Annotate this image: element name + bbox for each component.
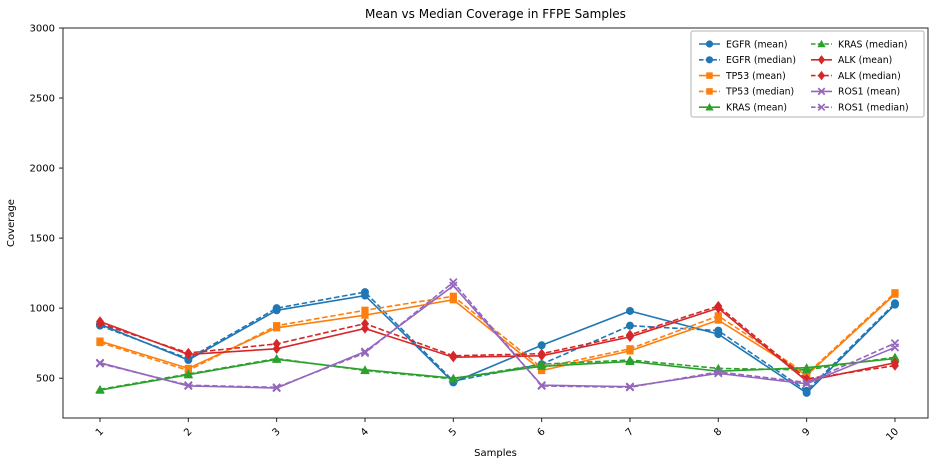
- marker-triangle: [183, 369, 193, 378]
- legend-label-egfr-median: EGFR (median): [726, 55, 796, 66]
- y-tick-label: 1000: [30, 304, 55, 315]
- y-axis-label: Coverage: [6, 199, 17, 247]
- marker-triangle: [272, 354, 282, 363]
- legend-label-ros1-mean: ROS1 (mean): [838, 87, 900, 98]
- series-line-egfr-mean: [99, 294, 896, 394]
- marker-square: [361, 306, 369, 314]
- marker-x: [890, 338, 900, 348]
- legend-label-kras-median: KRAS (median): [838, 39, 908, 50]
- marker-diamond: [714, 300, 723, 312]
- chart-title: Mean vs Median Coverage in FFPE Samples: [365, 7, 626, 21]
- marker-diamond: [96, 318, 104, 329]
- marker-circle: [537, 341, 546, 350]
- marker-triangle: [448, 374, 458, 383]
- series-line-alk-median: [99, 305, 896, 380]
- marker-square: [714, 312, 722, 320]
- legend-label-egfr-mean: EGFR (mean): [726, 39, 787, 50]
- marker-x: [714, 367, 723, 377]
- marker-diamond: [817, 70, 826, 81]
- legend-label-alk-median: ALK (median): [838, 71, 901, 82]
- marker-square: [626, 345, 634, 353]
- marker-square: [361, 311, 369, 319]
- legend-box: [690, 30, 925, 118]
- marker-circle: [714, 326, 723, 335]
- y-tick-label: 3000: [30, 24, 55, 35]
- marker-x: [625, 383, 635, 392]
- marker-x: [95, 359, 105, 368]
- y-tick-label: 500: [36, 374, 55, 385]
- legend-label-tp53-median: TP53 (median): [725, 87, 794, 98]
- series-line-alk-mean: [99, 307, 896, 382]
- legend-label-ros1-median: ROS1 (median): [838, 103, 909, 114]
- marker-diamond: [272, 338, 281, 350]
- marker-x: [817, 87, 826, 96]
- y-tick-label: 1500: [30, 234, 55, 245]
- series-line-kras-median: [99, 356, 896, 391]
- marker-circle: [890, 299, 899, 308]
- marker-square: [96, 338, 104, 347]
- marker-diamond: [360, 318, 369, 329]
- marker-x: [537, 381, 546, 391]
- marker-x: [272, 383, 281, 392]
- marker-circle: [625, 321, 634, 330]
- marker-diamond: [537, 348, 546, 359]
- marker-square: [273, 322, 281, 330]
- marker-diamond: [625, 329, 634, 340]
- marker-triangle: [890, 352, 900, 361]
- marker-x: [449, 278, 458, 287]
- series-line-ros1-median: [99, 281, 896, 389]
- marker-diamond: [817, 55, 826, 65]
- marker-circle: [705, 56, 714, 64]
- marker-square: [714, 316, 722, 324]
- marker-triangle: [802, 365, 812, 374]
- legend-label-tp53-mean: TP53 (mean): [725, 71, 786, 82]
- marker-triangle: [95, 384, 105, 394]
- marker-square: [449, 292, 457, 300]
- marker-circle: [625, 306, 634, 315]
- marker-diamond: [449, 350, 458, 362]
- marker-diamond: [890, 360, 899, 371]
- marker-triangle: [705, 103, 714, 111]
- y-tick-label: 2500: [30, 94, 55, 105]
- legend-label-kras-mean: KRAS (mean): [726, 103, 787, 114]
- marker-circle: [272, 304, 281, 313]
- y-tick-label: 2000: [30, 164, 55, 175]
- marker-square: [706, 72, 713, 79]
- marker-triangle: [360, 365, 370, 375]
- legend-label-alk-mean: ALK (mean): [838, 55, 892, 66]
- marker-circle: [360, 288, 369, 297]
- marker-diamond: [184, 347, 193, 359]
- marker-x: [184, 381, 193, 390]
- marker-square: [891, 289, 899, 297]
- marker-circle: [705, 40, 714, 48]
- marker-x: [817, 103, 826, 112]
- marker-triangle: [625, 355, 635, 364]
- marker-x: [714, 369, 723, 378]
- marker-x: [449, 281, 458, 290]
- marker-circle: [802, 386, 811, 395]
- marker-x: [802, 378, 811, 387]
- marker-triangle: [537, 359, 547, 368]
- marker-triangle: [817, 39, 826, 48]
- x-axis-label: Samples: [474, 448, 517, 459]
- marker-square: [706, 88, 713, 95]
- marker-x: [360, 348, 370, 358]
